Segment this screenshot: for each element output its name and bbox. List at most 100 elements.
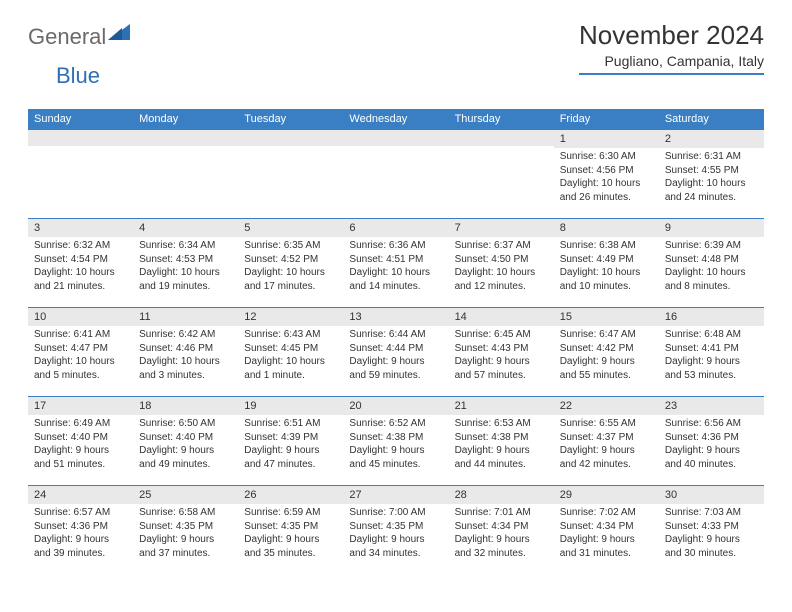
calendar-day-cell [238,130,343,219]
calendar-day-cell: 17Sunrise: 6:49 AMSunset: 4:40 PMDayligh… [28,397,133,486]
sunrise-text: Sunrise: 6:59 AM [244,506,337,520]
daylight-text: Daylight: 9 hours and 51 minutes. [34,444,127,471]
sunrise-text: Sunrise: 6:44 AM [349,328,442,342]
day-data: Sunrise: 7:02 AMSunset: 4:34 PMDaylight:… [554,504,659,564]
sunrise-text: Sunrise: 7:01 AM [455,506,548,520]
day-data: Sunrise: 6:41 AMSunset: 4:47 PMDaylight:… [28,326,133,386]
sunrise-text: Sunrise: 6:42 AM [139,328,232,342]
sunrise-text: Sunrise: 6:49 AM [34,417,127,431]
calendar-day-cell: 19Sunrise: 6:51 AMSunset: 4:39 PMDayligh… [238,397,343,486]
day-data: Sunrise: 6:43 AMSunset: 4:45 PMDaylight:… [238,326,343,386]
calendar-day-cell: 11Sunrise: 6:42 AMSunset: 4:46 PMDayligh… [133,308,238,397]
daylight-text: Daylight: 9 hours and 34 minutes. [349,533,442,560]
sunrise-text: Sunrise: 6:56 AM [665,417,758,431]
calendar-day-cell: 22Sunrise: 6:55 AMSunset: 4:37 PMDayligh… [554,397,659,486]
daylight-text: Daylight: 9 hours and 45 minutes. [349,444,442,471]
sunset-text: Sunset: 4:52 PM [244,253,337,267]
daylight-text: Daylight: 10 hours and 17 minutes. [244,266,337,293]
day-number: 17 [28,397,133,415]
sunrise-text: Sunrise: 6:37 AM [455,239,548,253]
daylight-text: Daylight: 10 hours and 8 minutes. [665,266,758,293]
day-data: Sunrise: 7:00 AMSunset: 4:35 PMDaylight:… [343,504,448,564]
empty-daynum [28,130,133,146]
day-data: Sunrise: 6:39 AMSunset: 4:48 PMDaylight:… [659,237,764,297]
day-data: Sunrise: 6:59 AMSunset: 4:35 PMDaylight:… [238,504,343,564]
logo-text-general: General [28,24,106,50]
sunrise-text: Sunrise: 6:51 AM [244,417,337,431]
logo-sail-icon [108,22,130,40]
daylight-text: Daylight: 9 hours and 44 minutes. [455,444,548,471]
daylight-text: Daylight: 9 hours and 39 minutes. [34,533,127,560]
calendar-day-cell [133,130,238,219]
sunset-text: Sunset: 4:37 PM [560,431,653,445]
daylight-text: Daylight: 9 hours and 32 minutes. [455,533,548,560]
calendar-day-cell [28,130,133,219]
day-number: 29 [554,486,659,504]
day-data: Sunrise: 6:49 AMSunset: 4:40 PMDaylight:… [28,415,133,475]
calendar-day-cell: 15Sunrise: 6:47 AMSunset: 4:42 PMDayligh… [554,308,659,397]
daylight-text: Daylight: 9 hours and 53 minutes. [665,355,758,382]
day-number: 18 [133,397,238,415]
daylight-text: Daylight: 10 hours and 21 minutes. [34,266,127,293]
sunrise-text: Sunrise: 6:58 AM [139,506,232,520]
day-data: Sunrise: 6:31 AMSunset: 4:55 PMDaylight:… [659,148,764,208]
sunrise-text: Sunrise: 6:39 AM [665,239,758,253]
day-data: Sunrise: 6:56 AMSunset: 4:36 PMDaylight:… [659,415,764,475]
sunrise-text: Sunrise: 6:35 AM [244,239,337,253]
calendar-week-row: 17Sunrise: 6:49 AMSunset: 4:40 PMDayligh… [28,397,764,486]
day-number: 12 [238,308,343,326]
calendar-day-cell: 30Sunrise: 7:03 AMSunset: 4:33 PMDayligh… [659,486,764,575]
day-data: Sunrise: 6:38 AMSunset: 4:49 PMDaylight:… [554,237,659,297]
day-number: 3 [28,219,133,237]
day-header-row: SundayMondayTuesdayWednesdayThursdayFrid… [28,109,764,130]
sunset-text: Sunset: 4:47 PM [34,342,127,356]
daylight-text: Daylight: 9 hours and 47 minutes. [244,444,337,471]
day-number: 1 [554,130,659,148]
calendar-day-cell: 2Sunrise: 6:31 AMSunset: 4:55 PMDaylight… [659,130,764,219]
day-data: Sunrise: 6:52 AMSunset: 4:38 PMDaylight:… [343,415,448,475]
calendar-day-cell: 23Sunrise: 6:56 AMSunset: 4:36 PMDayligh… [659,397,764,486]
day-number: 6 [343,219,448,237]
day-header: Saturday [659,109,764,130]
day-number: 25 [133,486,238,504]
sunset-text: Sunset: 4:38 PM [455,431,548,445]
calendar-day-cell: 25Sunrise: 6:58 AMSunset: 4:35 PMDayligh… [133,486,238,575]
daylight-text: Daylight: 9 hours and 57 minutes. [455,355,548,382]
day-number: 30 [659,486,764,504]
sunset-text: Sunset: 4:35 PM [244,520,337,534]
sunrise-text: Sunrise: 6:47 AM [560,328,653,342]
daylight-text: Daylight: 10 hours and 26 minutes. [560,177,653,204]
sunset-text: Sunset: 4:36 PM [34,520,127,534]
day-header: Friday [554,109,659,130]
calendar-day-cell: 20Sunrise: 6:52 AMSunset: 4:38 PMDayligh… [343,397,448,486]
sunrise-text: Sunrise: 6:30 AM [560,150,653,164]
month-title: November 2024 [579,20,764,51]
day-data: Sunrise: 6:37 AMSunset: 4:50 PMDaylight:… [449,237,554,297]
sunset-text: Sunset: 4:40 PM [34,431,127,445]
calendar-day-cell: 26Sunrise: 6:59 AMSunset: 4:35 PMDayligh… [238,486,343,575]
day-number: 5 [238,219,343,237]
sunset-text: Sunset: 4:38 PM [349,431,442,445]
daylight-text: Daylight: 9 hours and 37 minutes. [139,533,232,560]
day-number: 20 [343,397,448,415]
day-number: 13 [343,308,448,326]
sunrise-text: Sunrise: 6:52 AM [349,417,442,431]
day-number: 26 [238,486,343,504]
logo-text-blue: Blue [56,63,100,88]
day-number: 22 [554,397,659,415]
day-data: Sunrise: 6:55 AMSunset: 4:37 PMDaylight:… [554,415,659,475]
day-data: Sunrise: 6:51 AMSunset: 4:39 PMDaylight:… [238,415,343,475]
day-number: 11 [133,308,238,326]
calendar-week-row: 24Sunrise: 6:57 AMSunset: 4:36 PMDayligh… [28,486,764,575]
sunset-text: Sunset: 4:39 PM [244,431,337,445]
sunrise-text: Sunrise: 6:53 AM [455,417,548,431]
sunset-text: Sunset: 4:46 PM [139,342,232,356]
sunset-text: Sunset: 4:48 PM [665,253,758,267]
sunrise-text: Sunrise: 6:34 AM [139,239,232,253]
sunrise-text: Sunrise: 6:50 AM [139,417,232,431]
day-number: 15 [554,308,659,326]
calendar-day-cell: 13Sunrise: 6:44 AMSunset: 4:44 PMDayligh… [343,308,448,397]
sunset-text: Sunset: 4:56 PM [560,164,653,178]
day-number: 28 [449,486,554,504]
sunset-text: Sunset: 4:54 PM [34,253,127,267]
